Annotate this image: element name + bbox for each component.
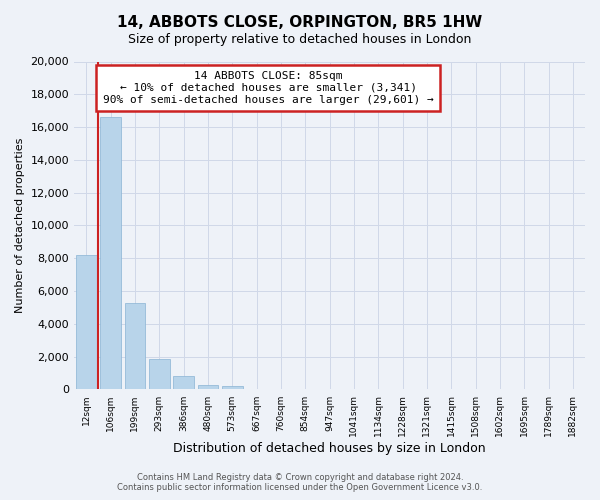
Bar (100, 118, 121, 390)
Bar (76, 255, 97, 390)
Bar (173, 376, 194, 390)
Y-axis label: Number of detached properties: Number of detached properties (15, 138, 25, 313)
Text: Contains HM Land Registry data © Crown copyright and database right 2024.
Contai: Contains HM Land Registry data © Crown c… (118, 473, 482, 492)
Bar (125, 302, 145, 390)
Text: 14, ABBOTS CLOSE, ORPINGTON, BR5 1HW: 14, ABBOTS CLOSE, ORPINGTON, BR5 1HW (118, 15, 482, 30)
Bar (197, 384, 218, 390)
Bar (222, 386, 242, 390)
X-axis label: Distribution of detached houses by size in London: Distribution of detached houses by size … (173, 442, 486, 455)
Text: 14 ABBOTS CLOSE: 85sqm
← 10% of detached houses are smaller (3,341)
90% of semi-: 14 ABBOTS CLOSE: 85sqm ← 10% of detached… (103, 72, 434, 104)
Text: Size of property relative to detached houses in London: Size of property relative to detached ho… (128, 32, 472, 46)
Bar (149, 359, 170, 390)
